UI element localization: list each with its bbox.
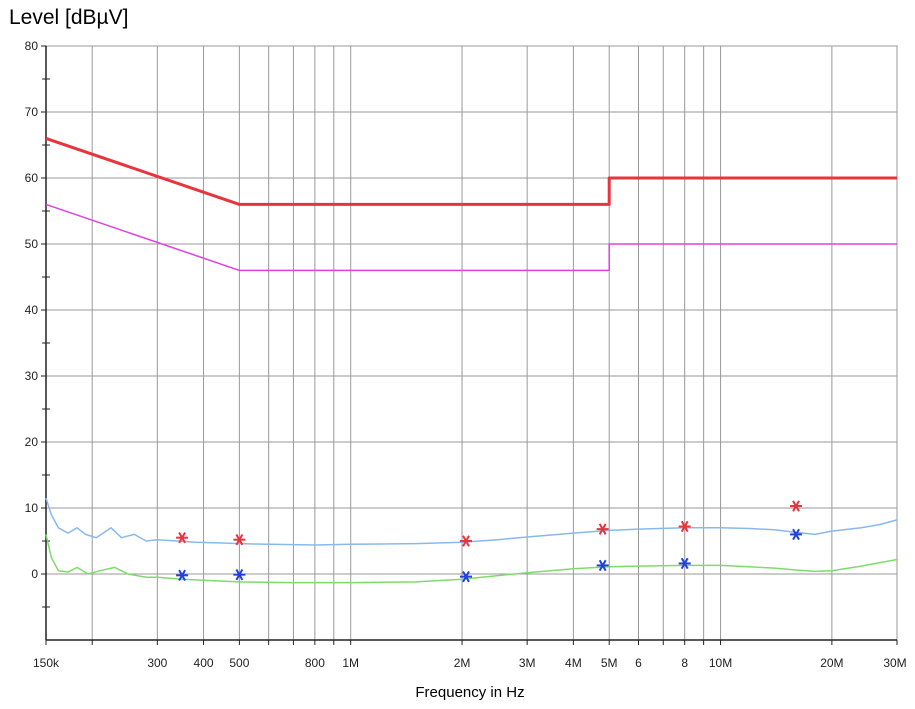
y-tick-label: 60 bbox=[25, 171, 39, 185]
x-tick-label: 2M bbox=[454, 656, 471, 670]
marker-point-1 bbox=[678, 520, 691, 533]
x-tick-label: 150k bbox=[33, 656, 60, 670]
x-tick-label: 20M bbox=[820, 656, 843, 670]
x-tick-label: 8 bbox=[681, 656, 688, 670]
y-tick-label: 30 bbox=[25, 369, 39, 383]
x-tick-label: 10M bbox=[709, 656, 732, 670]
series-line-4 bbox=[45, 534, 898, 584]
x-axis-label: Frequency in Hz bbox=[415, 684, 525, 701]
grid-layer bbox=[45, 45, 898, 641]
series-layer bbox=[45, 136, 898, 584]
y-tick-label: 10 bbox=[25, 501, 39, 515]
marker-point-2 bbox=[233, 568, 246, 581]
x-tick-label: 5M bbox=[601, 656, 618, 670]
marker-point-1 bbox=[596, 523, 609, 535]
axis-layer: 0 10 20 30 40 50 60 70 80 150k 300 400 500 800 1M 2M 3M 4… bbox=[25, 39, 907, 670]
y-axis-label: Level [dBµV] bbox=[9, 6, 129, 29]
marker-point-1 bbox=[790, 500, 803, 512]
series-line-1 bbox=[45, 136, 897, 206]
marker-layer bbox=[176, 500, 803, 583]
series-line-2 bbox=[45, 203, 897, 272]
y-tick-label: 70 bbox=[25, 105, 39, 119]
x-tick-label: 4M bbox=[565, 656, 582, 670]
marker-point-2 bbox=[176, 569, 189, 582]
x-tick-label: 500 bbox=[229, 656, 249, 670]
marker-point-1 bbox=[176, 532, 189, 544]
marker-point-2 bbox=[790, 528, 803, 541]
x-tick-label: 800 bbox=[305, 656, 325, 670]
marker-point-1 bbox=[233, 533, 246, 546]
x-tick-label: 300 bbox=[147, 656, 167, 670]
x-tick-label: 3M bbox=[519, 656, 536, 670]
y-tick-label: 0 bbox=[31, 567, 38, 581]
marker-point-2 bbox=[678, 557, 691, 570]
marker-point-2 bbox=[460, 570, 473, 583]
y-tick-label: 50 bbox=[25, 237, 39, 251]
x-tick-label: 6 bbox=[635, 656, 642, 670]
plot-frame bbox=[45, 45, 898, 641]
marker-point-2 bbox=[596, 559, 609, 572]
y-tick-label: 40 bbox=[25, 303, 39, 317]
x-tick-label: 400 bbox=[194, 656, 214, 670]
x-tick-label: 1M bbox=[342, 656, 359, 670]
marker-point-1 bbox=[460, 535, 473, 547]
series-line-3 bbox=[45, 497, 898, 546]
y-tick-label: 20 bbox=[25, 435, 39, 449]
x-tick-label: 30M bbox=[883, 656, 906, 670]
y-tick-label: 80 bbox=[25, 39, 39, 53]
